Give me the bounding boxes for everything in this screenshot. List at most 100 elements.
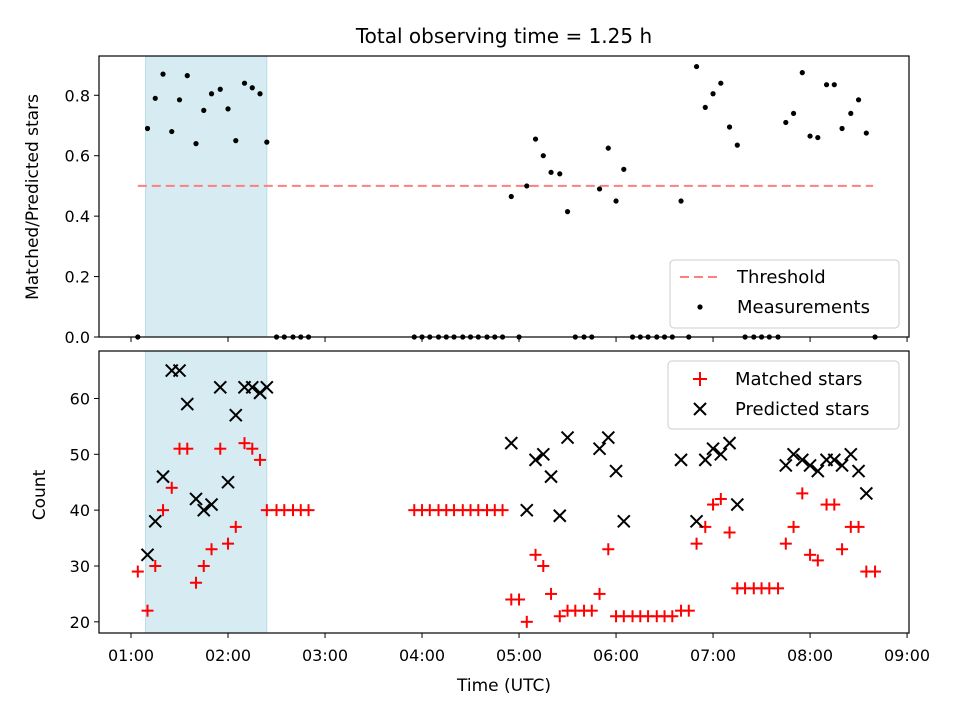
x-tick-label: 01:00 — [108, 646, 154, 665]
legend-measurement-swatch — [697, 304, 703, 310]
measurement-point — [564, 209, 571, 215]
measurement-point — [557, 171, 563, 177]
matched-point — [553, 610, 566, 623]
matched-point — [804, 548, 817, 561]
measurement-point — [169, 128, 175, 135]
matched-point — [666, 610, 679, 623]
predicted-point — [213, 380, 227, 395]
legend-predicted-swatch — [693, 402, 707, 416]
y-tick-label: 0.2 — [65, 268, 90, 287]
measurement-point — [144, 125, 151, 132]
measurement-point — [217, 86, 223, 92]
measurement-point — [678, 198, 684, 204]
x-axis-ticks — [130, 337, 908, 342]
measurement-point — [863, 130, 869, 136]
predicted-point — [706, 442, 720, 456]
legend-predicted-label: Predicted stars — [735, 399, 869, 420]
predicted-point — [140, 548, 155, 562]
predicted-points — [140, 363, 874, 562]
matched-point — [181, 442, 194, 455]
matched-point — [787, 520, 800, 533]
matched-points — [131, 437, 882, 628]
predicted-point — [674, 453, 688, 467]
predicted-point — [689, 514, 704, 529]
matched-point — [772, 582, 785, 595]
predicted-point — [859, 486, 874, 501]
measurement-point — [718, 80, 724, 86]
predicted-point — [536, 447, 550, 462]
measurement-point — [726, 124, 733, 130]
predicted-point — [260, 380, 274, 395]
measurement-point — [225, 106, 231, 112]
predicted-point — [698, 453, 712, 467]
y-tick-label: 40 — [70, 501, 90, 520]
predicted-point — [504, 436, 518, 450]
matched-point — [246, 442, 259, 455]
y-axis-label: Matched/Predicted stars — [23, 94, 43, 300]
plot-frame — [98, 350, 910, 634]
measurement-point — [241, 80, 248, 86]
measurement-point — [540, 153, 546, 159]
x-tick-label: 04:00 — [399, 646, 445, 665]
highlight-span — [145, 55, 268, 338]
predicted-point — [730, 497, 745, 512]
predicted-point — [601, 430, 615, 445]
matched-point — [585, 604, 598, 617]
matched-point — [238, 437, 251, 450]
legend-threshold-label: Threshold — [736, 267, 826, 288]
predicted-point — [803, 458, 817, 473]
predicted-point — [189, 492, 203, 506]
predicted-point — [197, 503, 211, 517]
measurement-point — [264, 139, 270, 145]
x-tick-label: 02:00 — [205, 646, 251, 665]
predicted-point — [827, 453, 842, 467]
matched-point — [254, 453, 267, 466]
predicted-point — [520, 503, 534, 517]
matched-point — [520, 615, 533, 628]
matched-point — [714, 492, 727, 505]
matched-point — [302, 504, 315, 517]
measurement-point — [831, 82, 837, 88]
measurement-point — [249, 85, 255, 91]
predicted-point — [528, 453, 543, 467]
x-tick-label: 07:00 — [690, 646, 736, 665]
matched-point — [157, 504, 170, 517]
predicted-point — [592, 442, 607, 456]
y-tick-label: 60 — [70, 389, 90, 408]
x-tick-label: 09:00 — [884, 646, 930, 665]
measurement-point — [799, 70, 805, 76]
predicted-point — [617, 514, 631, 529]
legend: Threshold Measurements — [669, 259, 900, 329]
measurement-point — [621, 166, 627, 172]
predicted-point — [172, 363, 187, 378]
predicted-point — [779, 458, 793, 473]
predicted-point — [811, 464, 825, 478]
matched-point — [682, 604, 695, 617]
matched-point — [229, 520, 242, 533]
matched-point — [197, 559, 210, 572]
measurement-point — [839, 125, 845, 132]
matched-point — [707, 498, 720, 511]
legend: Matched stars Predicted stars — [667, 360, 900, 430]
matched-point — [593, 587, 606, 600]
y-tick-label: 0.8 — [65, 86, 90, 105]
matched-point — [190, 576, 203, 589]
y-tick-label: 0.4 — [65, 207, 90, 226]
y-tick-label: 20 — [70, 613, 90, 632]
measurement-point — [193, 141, 199, 147]
predicted-point — [229, 408, 243, 422]
predicted-point — [204, 497, 219, 512]
predicted-point — [553, 509, 567, 523]
y-axis: 20 30 40 50 60 — [70, 389, 99, 632]
matched-point — [214, 442, 227, 455]
y-tick-label: 30 — [70, 557, 90, 576]
plot-frame — [98, 55, 910, 338]
x-axis-label: Time (UTC) — [456, 676, 551, 696]
predicted-point — [245, 380, 259, 395]
legend-measurements-label: Measurements — [737, 297, 870, 318]
matched-point — [222, 537, 235, 550]
matched-point — [513, 593, 526, 606]
matched-point — [149, 559, 162, 572]
y-axis: 0.0 0.2 0.4 0.6 0.8 — [65, 86, 99, 347]
